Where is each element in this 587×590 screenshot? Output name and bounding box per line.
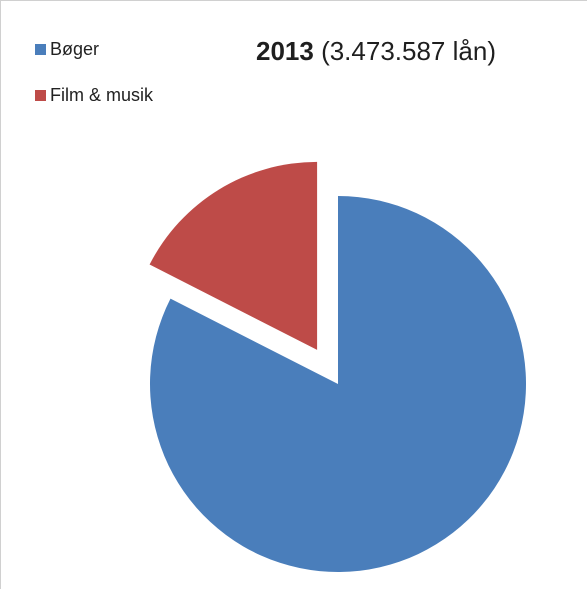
chart-title-suffix: (3.473.587 lån) bbox=[313, 36, 496, 66]
legend-swatch-film-musik bbox=[35, 90, 46, 101]
pie-slice-boger bbox=[150, 196, 526, 572]
legend-item-boger: Bøger bbox=[35, 38, 153, 61]
legend-item-film-musik: Film & musik bbox=[35, 84, 153, 107]
legend-swatch-boger bbox=[35, 44, 46, 55]
legend-label-boger: Bøger bbox=[50, 39, 100, 59]
chart-title-year: 2013 bbox=[256, 36, 314, 66]
legend-label-film-musik: Film & musik bbox=[50, 85, 153, 105]
legend: Bøger Film & musik bbox=[35, 38, 153, 130]
chart-title: 2013 (3.473.587 lån) bbox=[256, 35, 496, 67]
pie-slice-film-and-musik bbox=[149, 161, 318, 350]
